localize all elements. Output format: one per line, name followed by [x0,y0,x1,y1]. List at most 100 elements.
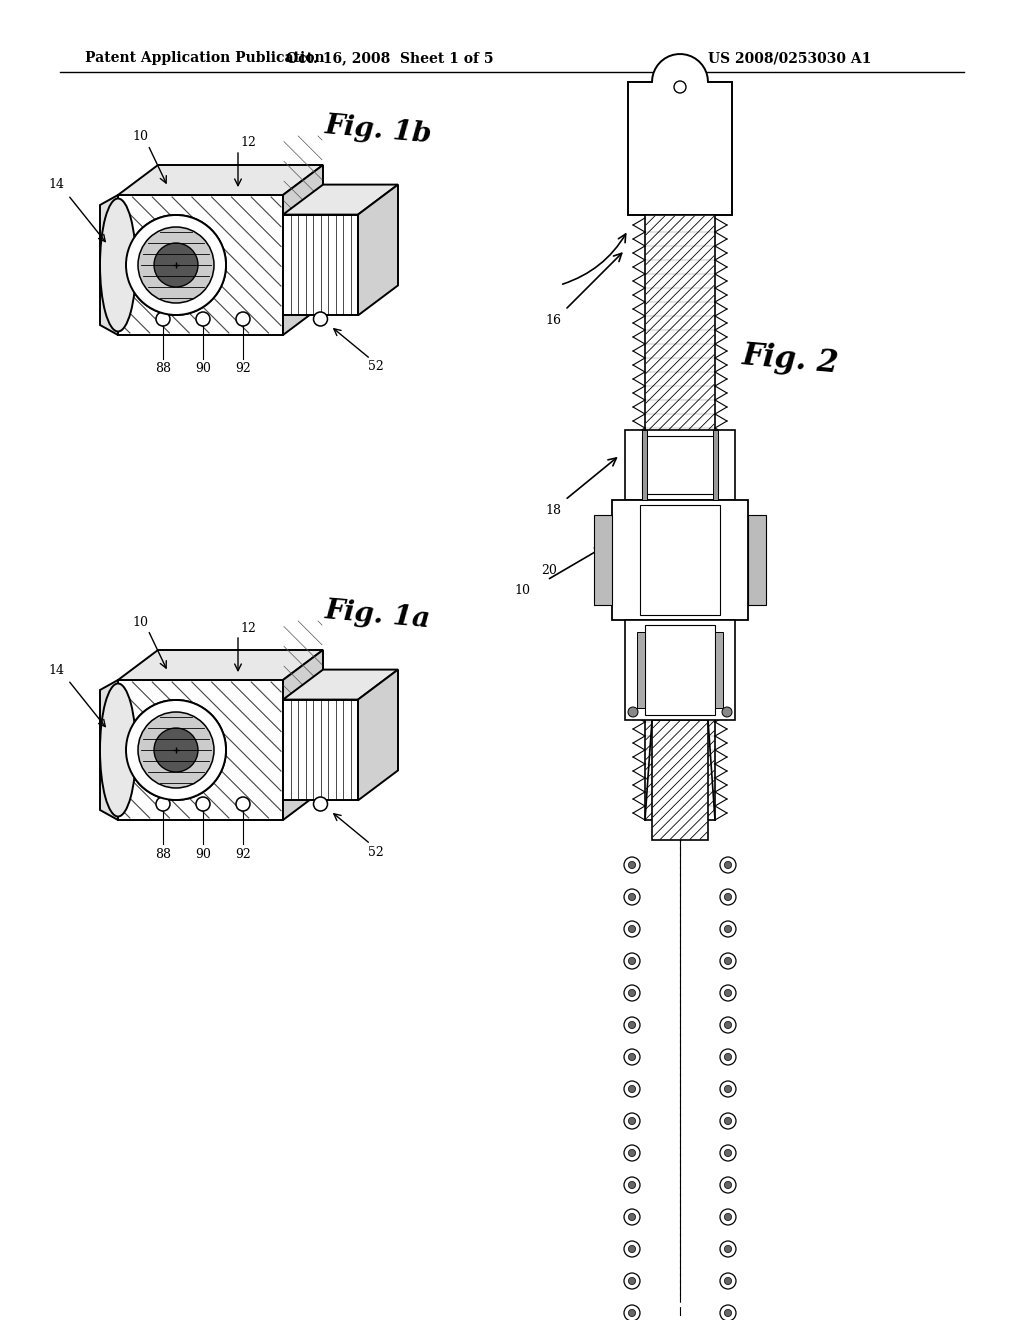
Circle shape [724,1150,731,1156]
Circle shape [724,1022,731,1028]
Circle shape [724,1181,731,1188]
Text: 14: 14 [48,664,63,676]
Circle shape [720,1016,736,1034]
Polygon shape [100,680,118,820]
Bar [625,430,735,500]
Polygon shape [283,700,358,800]
Text: 90: 90 [195,363,211,375]
Text: 14: 14 [48,178,63,191]
Text: US 2008/0253030 A1: US 2008/0253030 A1 [709,51,871,65]
Circle shape [126,215,226,315]
Bar [645,624,715,715]
Circle shape [313,312,328,326]
Polygon shape [628,54,732,215]
Circle shape [629,957,636,965]
Circle shape [629,1245,636,1253]
Circle shape [724,1085,731,1093]
Circle shape [674,81,686,92]
Circle shape [313,797,328,810]
Circle shape [629,1213,636,1221]
Polygon shape [358,185,398,315]
Polygon shape [118,680,283,820]
Circle shape [624,857,640,873]
Circle shape [720,985,736,1001]
Polygon shape [283,215,358,315]
Text: Oct. 16, 2008  Sheet 1 of 5: Oct. 16, 2008 Sheet 1 of 5 [287,51,494,65]
Bar [637,632,645,708]
Circle shape [724,894,731,900]
Circle shape [629,1309,636,1316]
Circle shape [720,1113,736,1129]
Text: Patent Application Publication: Patent Application Publication [85,51,325,65]
Circle shape [720,1081,736,1097]
Bar [713,430,718,500]
Circle shape [720,1177,736,1193]
Text: Fig. 1a: Fig. 1a [324,597,432,634]
Circle shape [624,985,640,1001]
Circle shape [724,1213,731,1221]
Circle shape [720,953,736,969]
Circle shape [624,921,640,937]
Text: 12: 12 [240,136,256,149]
Polygon shape [283,649,323,820]
Bar [642,430,647,500]
Circle shape [126,700,226,800]
Polygon shape [358,669,398,800]
Text: 10: 10 [132,131,148,144]
Text: Fig. 2: Fig. 2 [740,341,840,380]
Circle shape [624,1272,640,1290]
Circle shape [628,708,638,717]
Circle shape [629,990,636,997]
Bar [594,515,612,605]
Circle shape [720,857,736,873]
Circle shape [724,1053,731,1060]
Polygon shape [118,195,283,335]
Text: Fig. 1b: Fig. 1b [324,112,433,148]
Circle shape [724,1118,731,1125]
Circle shape [138,227,214,304]
Circle shape [629,862,636,869]
Circle shape [724,1278,731,1284]
Circle shape [629,1118,636,1125]
Circle shape [624,888,640,906]
Text: 92: 92 [236,363,251,375]
Circle shape [629,1022,636,1028]
Circle shape [156,312,170,326]
Circle shape [720,1049,736,1065]
Text: 88: 88 [155,847,171,861]
Circle shape [126,215,226,315]
Circle shape [720,1209,736,1225]
Text: 10: 10 [132,615,148,628]
Text: 52: 52 [368,846,383,858]
Circle shape [724,925,731,933]
Circle shape [629,1150,636,1156]
Circle shape [236,797,250,810]
Polygon shape [100,195,118,335]
Circle shape [629,1085,636,1093]
Circle shape [629,1053,636,1060]
Circle shape [624,1209,640,1225]
Text: 20: 20 [541,564,557,577]
Circle shape [724,990,731,997]
Text: 90: 90 [195,847,211,861]
Text: 92: 92 [236,847,251,861]
Circle shape [720,888,736,906]
Circle shape [624,1049,640,1065]
Circle shape [720,921,736,937]
Text: 18: 18 [545,503,561,516]
Circle shape [156,797,170,810]
Circle shape [624,1241,640,1257]
Circle shape [629,1181,636,1188]
Circle shape [629,894,636,900]
Polygon shape [283,185,398,215]
Text: 12: 12 [240,622,256,635]
Circle shape [720,1272,736,1290]
Circle shape [629,925,636,933]
Bar [625,620,735,719]
Circle shape [722,708,732,717]
Circle shape [720,1305,736,1320]
Bar [748,515,766,605]
Circle shape [624,1016,640,1034]
Circle shape [236,312,250,326]
Circle shape [126,700,226,800]
